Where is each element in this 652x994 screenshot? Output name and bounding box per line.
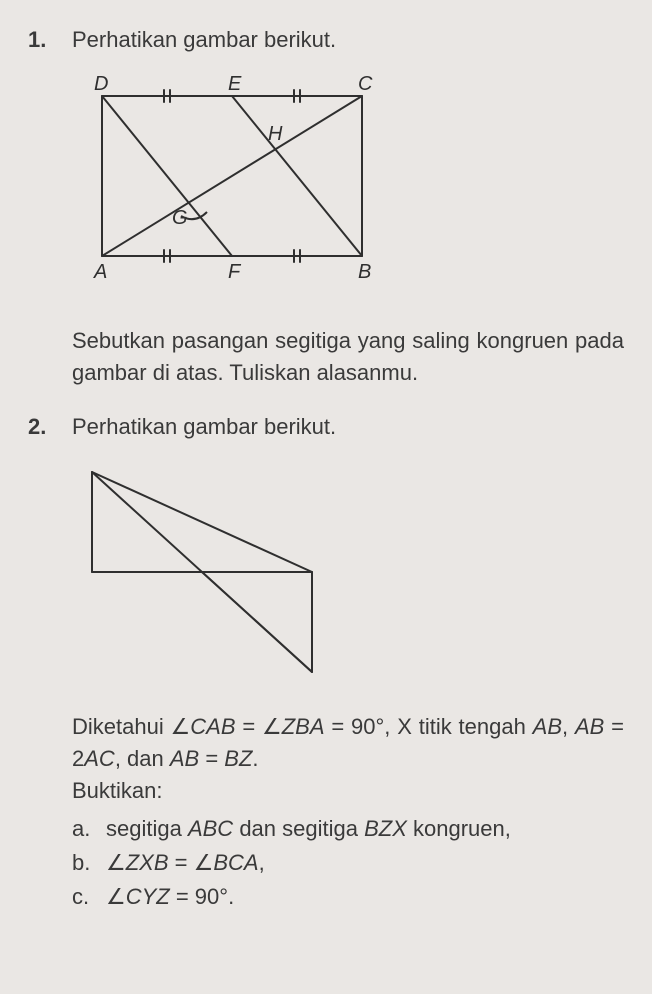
svg-text:C: C — [358, 73, 373, 95]
svg-text:D: D — [94, 73, 108, 95]
sub-c-text: ∠CYZ = 90°. — [106, 881, 624, 913]
question-2-sub-c: c. ∠CYZ = 90°. — [72, 881, 624, 913]
sub-a-label: a. — [72, 813, 106, 845]
question-1-figure: D E C A F B G H — [72, 68, 624, 307]
question-2-prove: Buktikan: — [72, 775, 624, 807]
question-1-prompt: Perhatikan gambar berikut. — [72, 24, 624, 56]
svg-text:A: A — [93, 261, 107, 283]
sub-c-label: c. — [72, 881, 106, 913]
question-2-sub-b: b. ∠ZXB = ∠BCA, — [72, 847, 624, 879]
question-2-figure — [72, 454, 624, 693]
question-2-given: Diketahui ∠CAB = ∠ZBA = 90°, X titik ten… — [72, 711, 624, 775]
question-2-body: Perhatikan gambar berikut. Diketahui ∠CA… — [72, 411, 624, 913]
svg-text:B: B — [358, 261, 371, 283]
question-1-after: Sebutkan pasangan segitiga yang saling k… — [72, 325, 624, 389]
svg-text:H: H — [268, 123, 283, 145]
svg-text:G: G — [172, 207, 188, 229]
svg-text:F: F — [228, 261, 242, 283]
question-2-sub-a: a. segitiga ABC dan segitiga BZX kongrue… — [72, 813, 624, 845]
question-2-prompt: Perhatikan gambar berikut. — [72, 411, 624, 443]
question-1-number: 1. — [28, 24, 72, 389]
question-2-number: 2. — [28, 411, 72, 913]
sub-a-text: segitiga ABC dan segitiga BZX kongruen, — [106, 813, 624, 845]
svg-text:E: E — [228, 73, 242, 95]
question-2: 2. Perhatikan gambar berikut. Diketahui … — [28, 411, 624, 913]
question-1: 1. Perhatikan gambar berikut. D E C A F B G H S… — [28, 24, 624, 389]
sub-b-label: b. — [72, 847, 106, 879]
sub-b-text: ∠ZXB = ∠BCA, — [106, 847, 624, 879]
question-1-body: Perhatikan gambar berikut. D E C A F B G H Sebu… — [72, 24, 624, 389]
question-2-subs: a. segitiga ABC dan segitiga BZX kongrue… — [72, 813, 624, 913]
